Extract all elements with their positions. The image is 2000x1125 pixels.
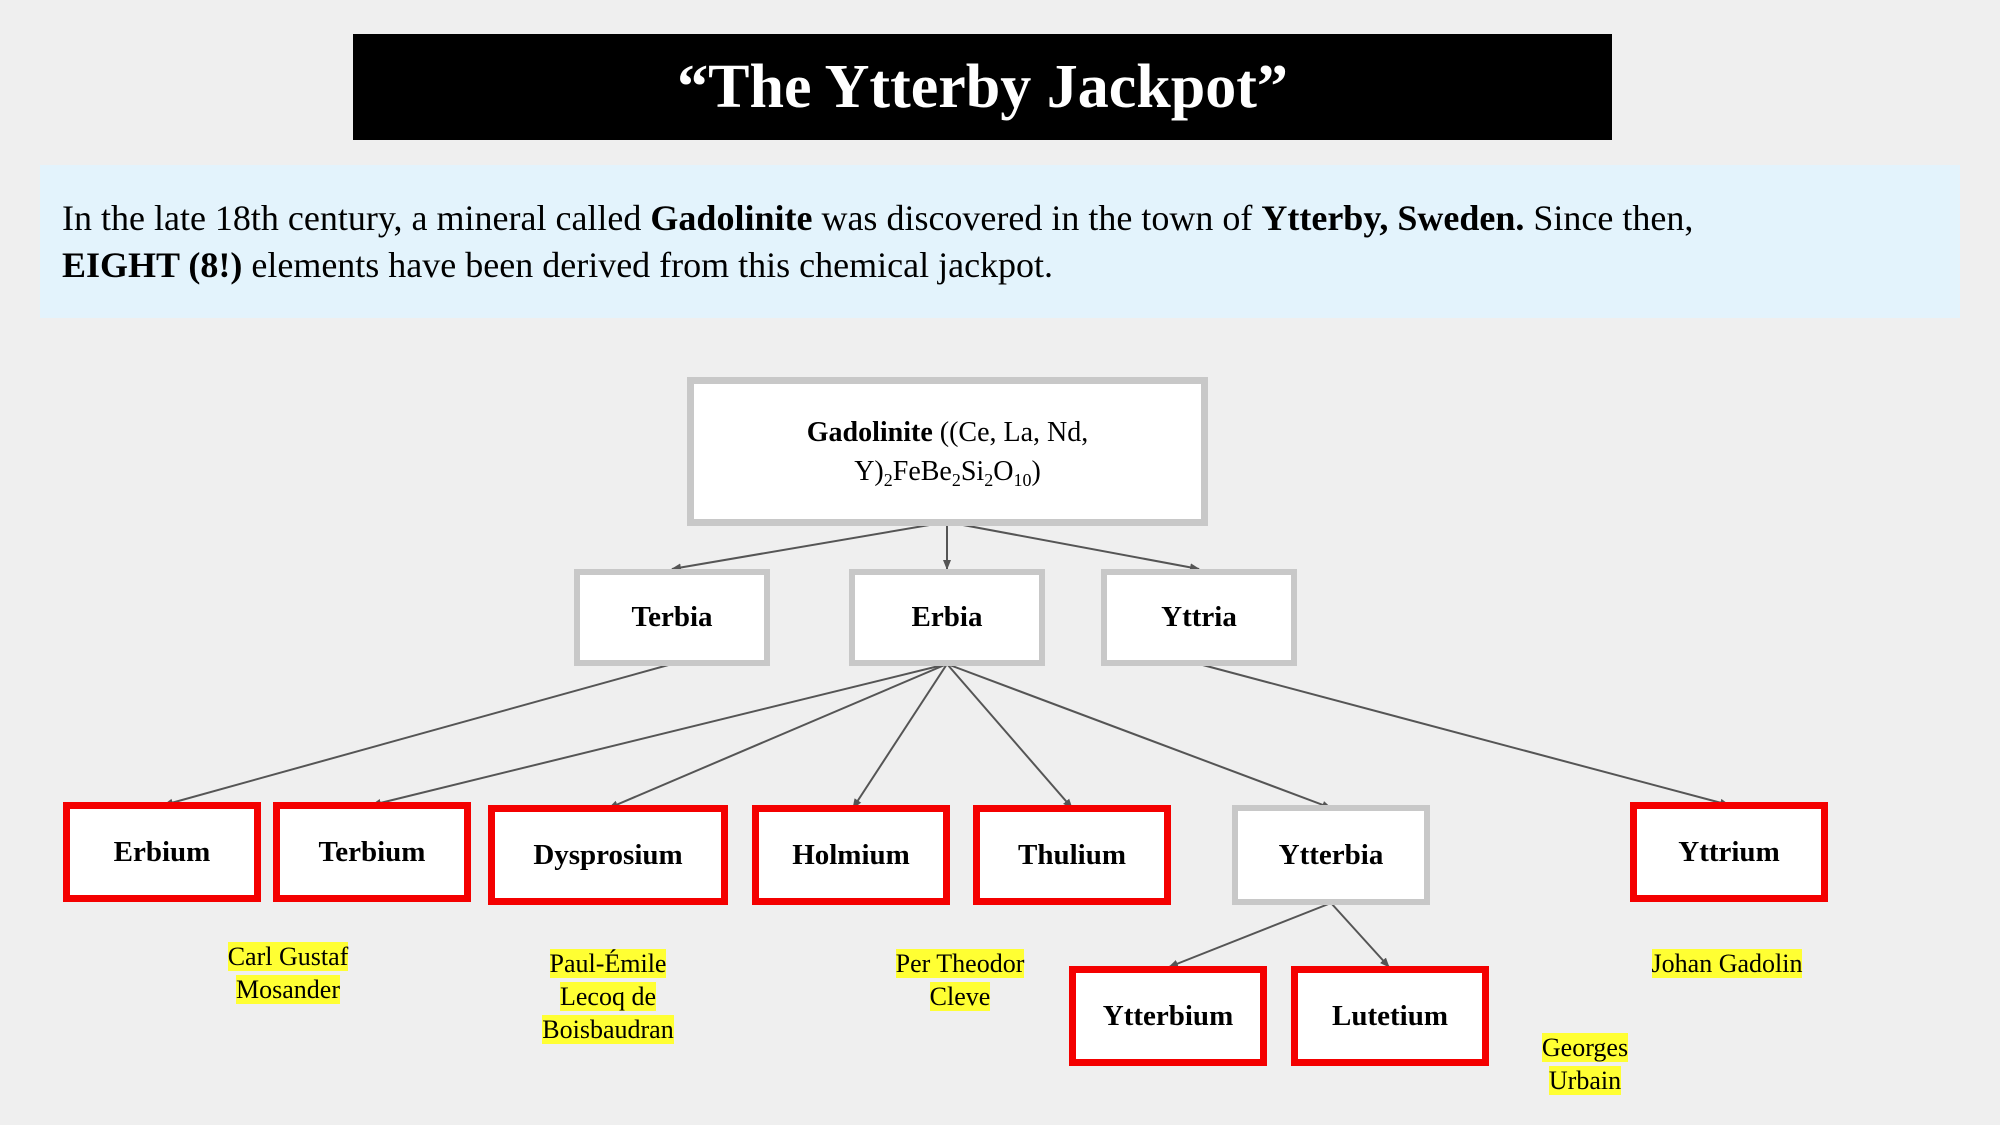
gadolinite-formula-sub: 2: [951, 469, 961, 490]
discoverer-gadolin: Johan Gadolin: [1617, 947, 1837, 980]
discoverer-line: Mosander: [236, 975, 340, 1004]
node-label: Holmium: [792, 838, 910, 871]
node-lutetium: Lutetium: [1291, 966, 1489, 1066]
gadolinite-formula-part: ((Ce, La, Nd,: [932, 416, 1089, 448]
edge-terbia-erbium: [163, 663, 673, 807]
edge-gadolinite-terbia: [671, 521, 948, 572]
node-yttria: Yttria: [1101, 569, 1297, 666]
node-terbia: Terbia: [574, 569, 770, 666]
node-label: Ytterbia: [1278, 838, 1384, 871]
edge-erbia-thulium: [946, 663, 1073, 809]
edge-gadolinite-yttria: [946, 521, 1200, 572]
discoverer-line: Cleve: [929, 982, 991, 1011]
node-erbium: Erbium: [63, 802, 261, 902]
node-label: Erbia: [911, 601, 983, 633]
intro-text-part: Since then,: [1524, 198, 1694, 238]
discoverer-boisbaudran: Paul-Émile Lecoq de Boisbaudran: [508, 947, 708, 1046]
intro-text: In the late 18th century, a mineral call…: [40, 165, 1960, 318]
discoverer-line: Urbain: [1548, 1066, 1622, 1095]
discoverer-line: Carl Gustaf: [227, 942, 349, 971]
node-label: Yttrium: [1678, 835, 1780, 868]
gadolinite-line-1: Gadolinite ((Ce, La, Nd,: [807, 413, 1089, 452]
edge-yttria-yttrium: [1198, 663, 1730, 807]
gadolinite-formula-sub: 2: [883, 469, 893, 490]
intro-bold-ytterby: Ytterby, Sweden.: [1261, 198, 1525, 238]
gadolinite-line-2: Y)2FeBe2Si2O10): [854, 452, 1041, 491]
node-yttrium: Yttrium: [1630, 802, 1828, 902]
intro-text-part: was discovered in the town of: [812, 198, 1262, 238]
node-label: Ytterbium: [1102, 999, 1234, 1032]
intro-bold-gadolinite: Gadolinite: [650, 198, 813, 238]
gadolinite-formula-part: ): [1031, 455, 1041, 487]
discoverer-urbain: Georges Urbain: [1485, 1031, 1685, 1097]
gadolinite-formula-part: Y): [854, 455, 884, 487]
edge-erbia-ytterbia: [946, 663, 1332, 809]
intro-bold-eight: EIGHT (8!): [62, 245, 243, 285]
discoverer-line: Paul-Émile: [549, 949, 667, 978]
edge-erbia-terbium: [371, 663, 948, 807]
node-label: Yttria: [1161, 601, 1237, 633]
node-erbia: Erbia: [849, 569, 1045, 666]
node-label: Lutetium: [1332, 999, 1448, 1032]
gadolinite-name: Gadolinite: [806, 416, 933, 448]
node-gadolinite: Gadolinite ((Ce, La, Nd, Y)2FeBe2Si2O10): [687, 377, 1208, 526]
discoverer-line: Per Theodor: [895, 949, 1025, 978]
node-ytterbia: Ytterbia: [1232, 805, 1430, 905]
node-thulium: Thulium: [973, 805, 1171, 905]
gadolinite-formula-sub: 10: [1013, 469, 1032, 490]
node-ytterbium: Ytterbium: [1069, 966, 1267, 1066]
edge-erbia-holmium: [852, 663, 948, 809]
gadolinite-formula-part: Si: [960, 455, 985, 487]
node-label: Erbium: [113, 835, 211, 868]
node-label: Dysprosium: [533, 838, 683, 871]
gadolinite-formula-part: FeBe: [892, 455, 952, 487]
node-label: Thulium: [1018, 838, 1126, 871]
edge-ytterbia-lutetium: [1330, 902, 1390, 968]
node-label: Terbia: [631, 601, 713, 633]
discoverer-line: Georges: [1541, 1033, 1629, 1062]
edge-ytterbia-ytterbium: [1168, 902, 1332, 968]
edge-erbia-dysprosium: [608, 663, 948, 809]
node-terbium: Terbium: [273, 802, 471, 902]
node-label: Terbium: [318, 835, 426, 868]
intro-text-part: elements have been derived from this che…: [242, 245, 1054, 285]
node-holmium: Holmium: [752, 805, 950, 905]
gadolinite-formula-part: O: [993, 455, 1014, 487]
discoverer-mosander: Carl Gustaf Mosander: [188, 940, 388, 1006]
slide-title: “The Ytterby Jackpot”: [353, 34, 1612, 140]
discoverer-line: Boisbaudran: [542, 1015, 674, 1044]
node-dysprosium: Dysprosium: [488, 805, 728, 905]
intro-text-part: In the late 18th century, a mineral call…: [62, 198, 651, 238]
discoverer-cleve: Per Theodor Cleve: [860, 947, 1060, 1013]
gadolinite-formula-sub: 2: [984, 469, 994, 490]
discoverer-line: Lecoq de: [559, 982, 656, 1011]
discoverer-line: Johan Gadolin: [1651, 949, 1803, 978]
